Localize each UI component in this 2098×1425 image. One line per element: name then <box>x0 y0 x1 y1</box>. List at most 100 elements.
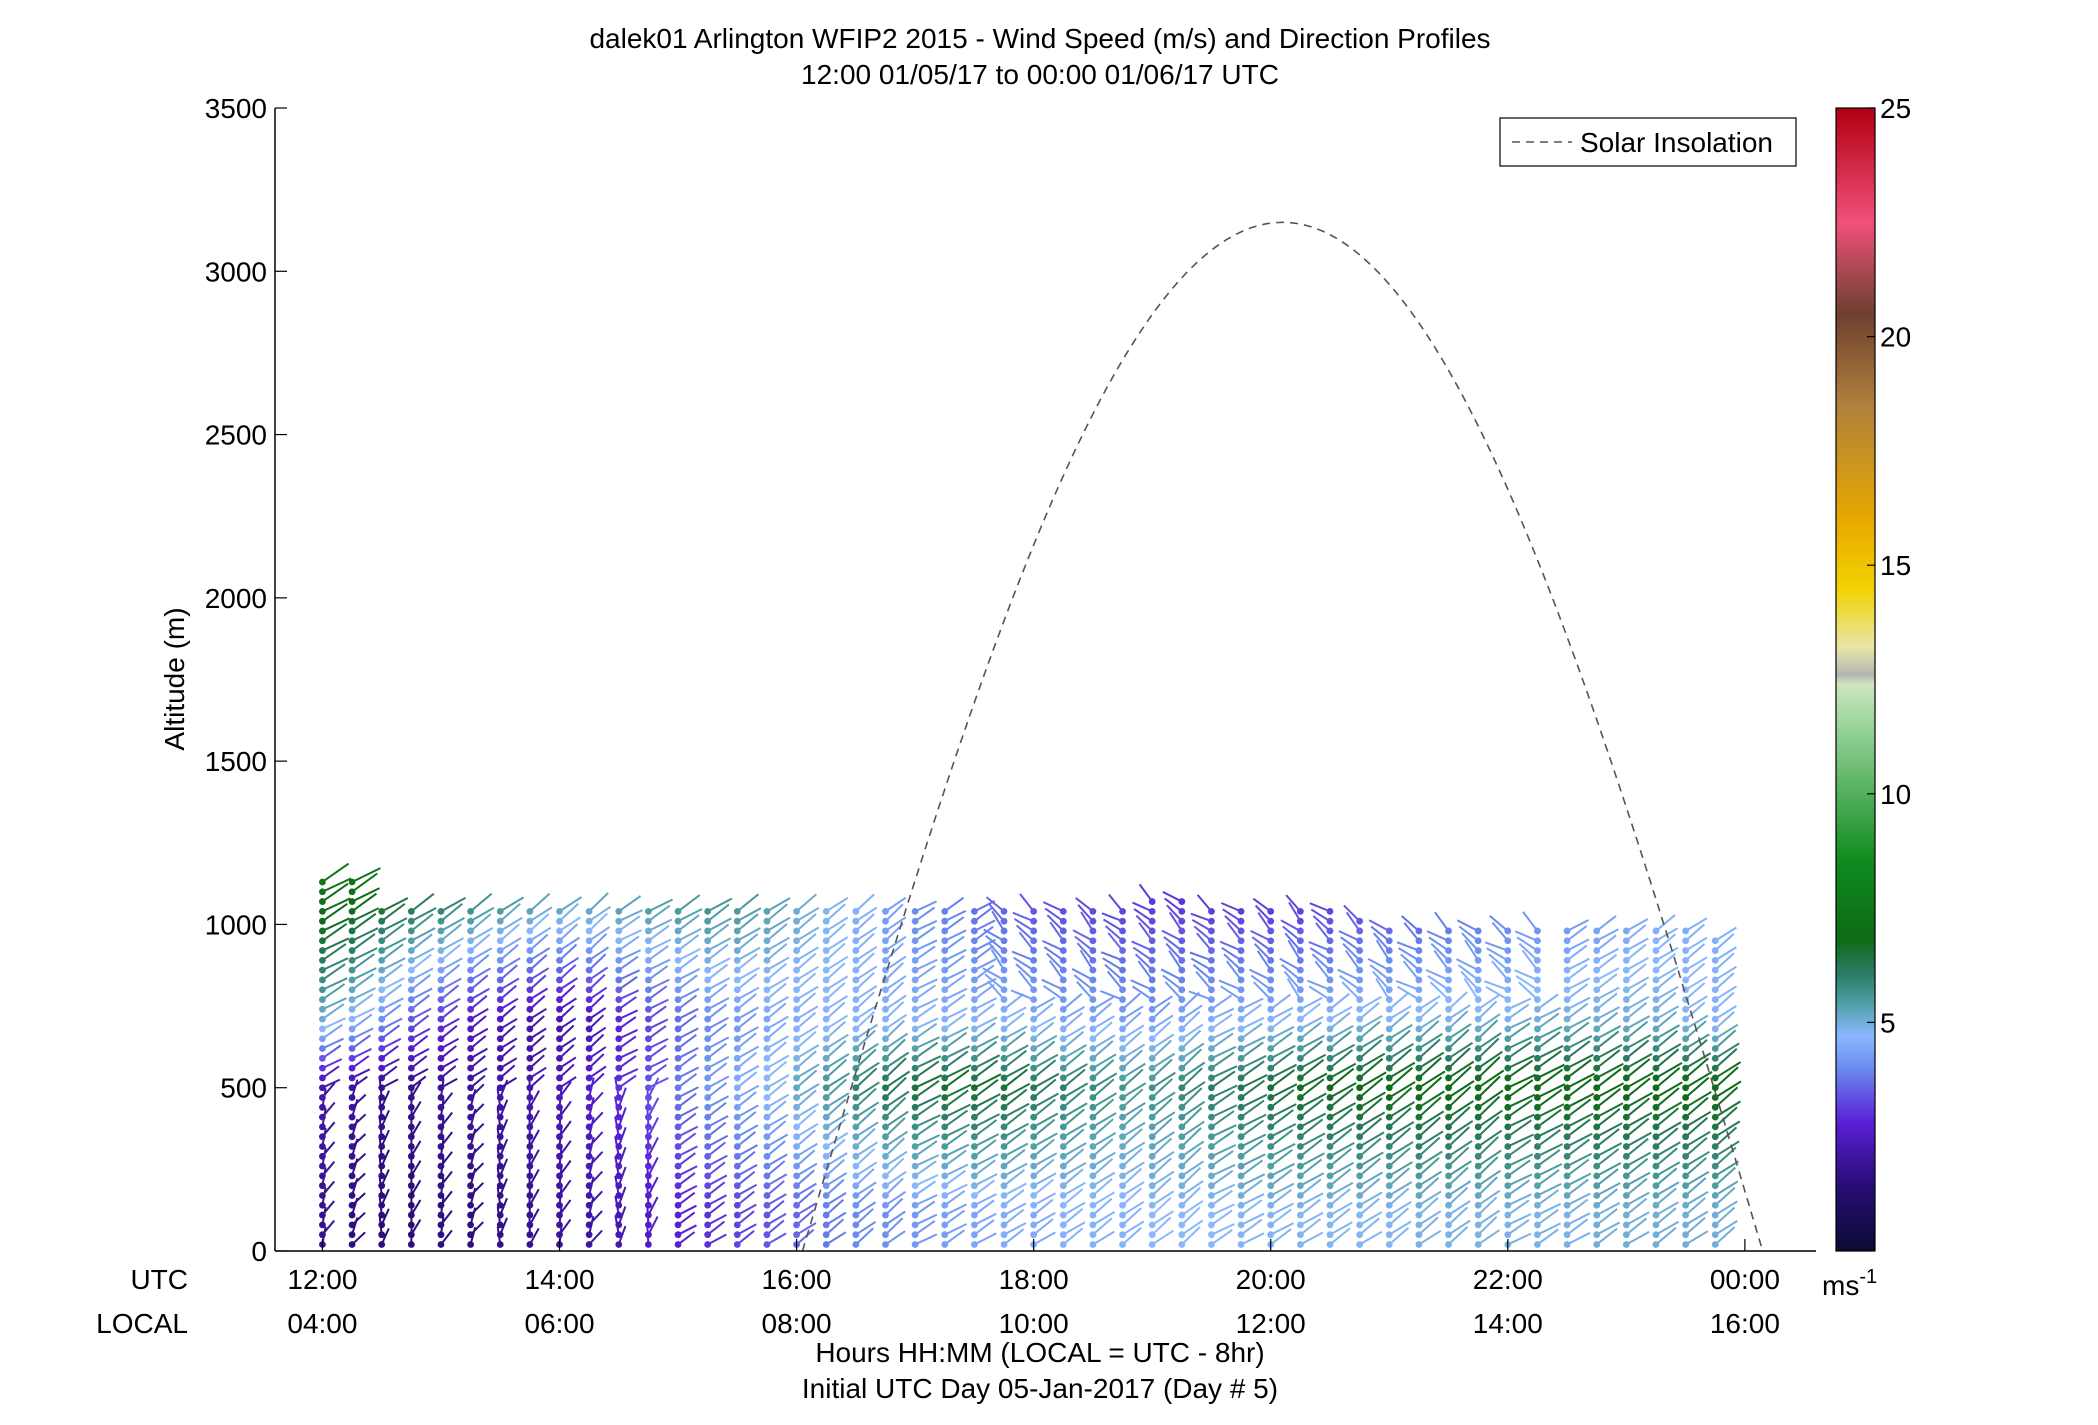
wind-barb-shaft <box>1299 1092 1327 1109</box>
wind-barb-shaft <box>529 933 549 952</box>
x-tick-label-local: 08:00 <box>762 1308 832 1339</box>
wind-barb-shaft <box>1226 960 1242 981</box>
wind-barb-shaft <box>677 1027 699 1040</box>
wind-barb-point <box>1445 1025 1452 1033</box>
wind-barb-shaft <box>677 1145 698 1158</box>
wind-barb-shaft <box>795 1189 815 1207</box>
wind-barb-point <box>1326 1113 1334 1121</box>
wind-barb-shaft <box>1329 1082 1357 1099</box>
wind-barb-shaft <box>736 1144 758 1158</box>
utc-row-label: UTC <box>130 1264 188 1295</box>
wind-barb-shaft <box>973 1059 999 1079</box>
wind-barb-shaft <box>677 1073 698 1089</box>
wind-barb-point <box>822 947 830 954</box>
wind-barb-shaft <box>1388 1141 1414 1158</box>
wind-barb-point <box>1652 1074 1660 1082</box>
wind-barb-shaft <box>1388 1121 1415 1138</box>
wind-barb-shaft <box>1151 1001 1171 1020</box>
wind-barb-shaft <box>1684 1137 1708 1158</box>
wind-barb-shaft <box>1345 911 1361 932</box>
wind-barb-shaft <box>1418 1130 1444 1148</box>
wind-barb-point <box>644 1133 652 1141</box>
wind-barb-shaft <box>766 996 789 1011</box>
wind-barb-shaft <box>1536 1068 1563 1089</box>
wind-barb-shaft <box>440 957 463 972</box>
wind-barb-point <box>1326 927 1334 935</box>
wind-barb-point <box>1119 1143 1126 1150</box>
wind-barb-point <box>1208 1241 1215 1248</box>
wind-barb-point <box>407 1241 415 1248</box>
wind-barb-point <box>1356 1084 1364 1092</box>
wind-barb-point <box>970 1162 978 1170</box>
wind-barb-shaft <box>1477 1056 1501 1079</box>
wind-barb-point <box>644 937 652 945</box>
wind-barb-point <box>1030 1162 1038 1170</box>
wind-barb-point <box>1385 1015 1393 1023</box>
wind-barb-shaft <box>1655 1067 1681 1089</box>
wind-barb-point <box>615 1113 623 1121</box>
wind-barb-shaft <box>1447 1106 1471 1128</box>
wind-barb-point <box>644 1045 652 1052</box>
wind-barb-point <box>1682 1201 1690 1209</box>
wind-barb-point <box>1593 1015 1601 1023</box>
wind-barb-shaft <box>1003 1044 1029 1060</box>
wind-barb-shaft <box>1122 1181 1145 1197</box>
wind-barb-point <box>1474 966 1482 974</box>
wind-barb-shaft <box>1210 1209 1233 1226</box>
wind-barb-point <box>1504 1201 1512 1209</box>
wind-barb-point <box>1474 1241 1482 1248</box>
wind-barb-point <box>1237 1064 1245 1072</box>
wind-barb-shaft <box>440 1004 459 1020</box>
wind-barb-point <box>526 1094 534 1101</box>
wind-barb-point <box>378 1035 386 1043</box>
wind-barb-shaft <box>1280 919 1301 932</box>
wind-barb-shaft <box>766 1193 787 1207</box>
wind-barb-point <box>1356 1172 1364 1180</box>
wind-barb-shaft <box>1596 947 1620 962</box>
wind-barb-point <box>496 1074 504 1082</box>
wind-barb-point <box>378 966 386 974</box>
wind-barb-shaft <box>618 955 639 971</box>
wind-barb-point <box>763 976 771 984</box>
wind-barb-point <box>1296 1143 1304 1150</box>
wind-barb-point <box>763 1015 771 1023</box>
wind-barb-shaft <box>944 1103 971 1119</box>
wind-barb-shaft <box>1507 1093 1536 1109</box>
wind-barb-shaft <box>1210 1070 1236 1089</box>
wind-barb-point <box>1237 986 1245 994</box>
wind-barb-point <box>822 976 830 984</box>
wind-barb-point <box>1711 1231 1719 1239</box>
wind-barb-shaft <box>647 1018 669 1030</box>
wind-barb-point <box>644 1162 652 1170</box>
wind-barb-point <box>733 937 741 945</box>
wind-barb-point <box>1563 1211 1571 1219</box>
wind-barbs <box>319 862 1742 1248</box>
wind-barb-point <box>1415 1123 1423 1131</box>
wind-barb-point <box>1148 996 1156 1003</box>
wind-barb-shaft <box>973 1119 998 1138</box>
wind-barb-point <box>1326 1182 1334 1190</box>
wind-barb-shaft <box>1655 1127 1679 1148</box>
wind-barb-shaft <box>914 958 938 972</box>
wind-barb-shaft <box>1596 1088 1622 1109</box>
wind-barb-shaft <box>1251 936 1272 952</box>
wind-barb-point <box>1652 986 1660 994</box>
wind-barb-point <box>1030 917 1038 925</box>
wind-barb-shaft <box>1181 1100 1206 1118</box>
wind-barb-shaft <box>796 1142 818 1158</box>
wind-barb-shaft <box>973 919 996 932</box>
wind-barb-point <box>970 1143 978 1150</box>
wind-barb-point <box>467 937 474 945</box>
wind-barb-point <box>1119 937 1126 945</box>
wind-barb-point <box>1445 1064 1452 1072</box>
wind-barb-point <box>1148 907 1156 915</box>
wind-barb-point <box>378 1201 386 1209</box>
wind-barb-shaft <box>1596 1142 1623 1158</box>
wind-barb-shaft <box>1507 1099 1533 1118</box>
wind-barb-shaft <box>1121 1226 1142 1246</box>
wind-barb-point <box>615 1201 623 1209</box>
y-tick-label: 3000 <box>205 256 267 287</box>
wind-barb-point <box>1119 1064 1126 1072</box>
x-tick-label-local: 06:00 <box>524 1308 594 1339</box>
wind-barb-point <box>1563 1221 1571 1229</box>
